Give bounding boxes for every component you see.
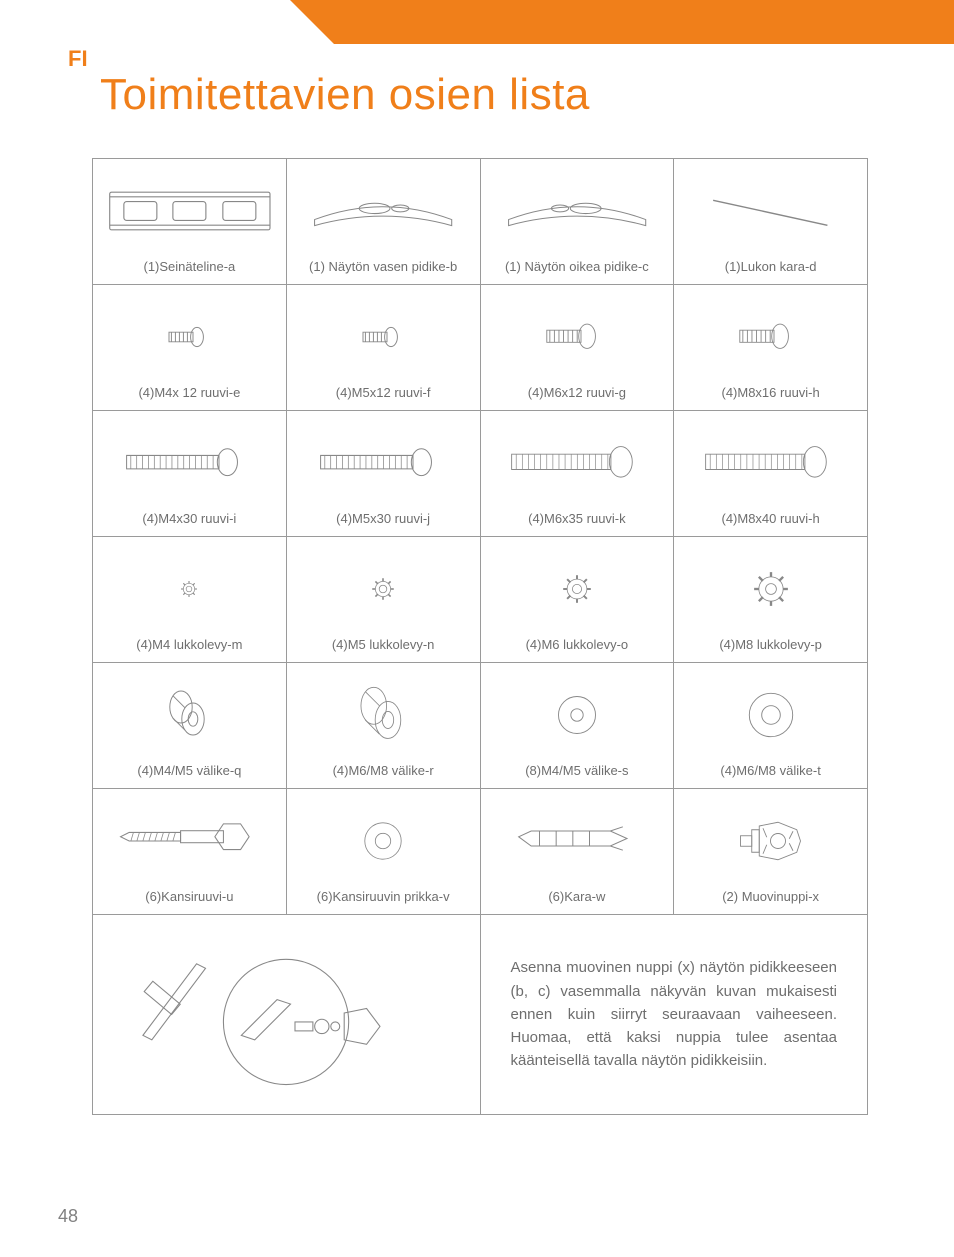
- part-label: (1) Näytön vasen pidike-b: [291, 259, 476, 274]
- part-label: (4)M6x12 ruuvi-g: [485, 385, 670, 400]
- part-label: (4)M5 lukkolevy-n: [291, 637, 476, 652]
- part-illustration: [682, 671, 859, 758]
- part-illustration: [101, 167, 278, 254]
- part-illustration: [295, 293, 472, 380]
- part-cell: (4)M8x16 ruuvi-h: [674, 285, 868, 411]
- part-label: (4)M4x30 ruuvi-i: [97, 511, 282, 526]
- part-label: (6)Kara-w: [485, 889, 670, 904]
- part-label: (4)M8x16 ruuvi-h: [678, 385, 863, 400]
- part-illustration: [682, 545, 859, 632]
- part-label: (2) Muovinuppi-x: [678, 889, 863, 904]
- part-label: (6)Kansiruuvin prikka-v: [291, 889, 476, 904]
- part-illustration: [101, 797, 278, 884]
- instruction-illustration: [93, 915, 481, 1115]
- parts-table: (1)Seinäteline-a (1) Näytön vasen pidike-…: [92, 158, 868, 1115]
- part-illustration: [295, 419, 472, 506]
- part-cell: (1)Lukon kara-d: [674, 159, 868, 285]
- part-label: (4)M4/M5 välike-q: [97, 763, 282, 778]
- part-label: (4)M5x12 ruuvi-f: [291, 385, 476, 400]
- part-label: (1) Näytön oikea pidike-c: [485, 259, 670, 274]
- part-cell: (4)M8x40 ruuvi-h: [674, 411, 868, 537]
- part-illustration: [682, 167, 859, 254]
- part-cell: (1) Näytön oikea pidike-c: [480, 159, 674, 285]
- part-illustration: [682, 419, 859, 506]
- part-label: (4)M6/M8 välike-r: [291, 763, 476, 778]
- part-label: (4)M6/M8 välike-t: [678, 763, 863, 778]
- part-cell: (1)Seinäteline-a: [93, 159, 287, 285]
- part-illustration: [295, 545, 472, 632]
- part-cell: (4)M6/M8 välike-t: [674, 663, 868, 789]
- parts-row: (4)M4x30 ruuvi-i (4)M5x30 ruuvi-j (4)M6x35…: [93, 411, 868, 537]
- part-cell: (1) Näytön vasen pidike-b: [286, 159, 480, 285]
- part-cell: (6)Kara-w: [480, 789, 674, 915]
- instruction-text: Asenna muovinen nuppi (x) näytön pidikke…: [480, 915, 868, 1115]
- part-illustration: [101, 419, 278, 506]
- part-cell: (4)M6/M8 välike-r: [286, 663, 480, 789]
- part-cell: (4)M8 lukkolevy-p: [674, 537, 868, 663]
- part-label: (4)M8 lukkolevy-p: [678, 637, 863, 652]
- part-illustration: [682, 293, 859, 380]
- part-label: (4)M4x 12 ruuvi-e: [97, 385, 282, 400]
- part-illustration: [682, 797, 859, 884]
- part-cell: (6)Kansiruuvin prikka-v: [286, 789, 480, 915]
- part-cell: (4)M6 lukkolevy-o: [480, 537, 674, 663]
- header-accent-tab: [334, 0, 954, 44]
- part-illustration: [489, 671, 666, 758]
- page-number: 48: [58, 1206, 78, 1227]
- part-cell: (4)M4/M5 välike-q: [93, 663, 287, 789]
- part-illustration: [489, 545, 666, 632]
- parts-row: (4)M4/M5 välike-q (4)M6/M8 välike-r (8)M4/…: [93, 663, 868, 789]
- part-illustration: [101, 545, 278, 632]
- part-label: (6)Kansiruuvi-u: [97, 889, 282, 904]
- part-label: (4)M6 lukkolevy-o: [485, 637, 670, 652]
- part-cell: (4)M6x12 ruuvi-g: [480, 285, 674, 411]
- part-illustration: [489, 419, 666, 506]
- part-label: (1)Lukon kara-d: [678, 259, 863, 274]
- part-illustration: [489, 167, 666, 254]
- part-cell: (2) Muovinuppi-x: [674, 789, 868, 915]
- part-label: (1)Seinäteline-a: [97, 259, 282, 274]
- part-cell: (6)Kansiruuvi-u: [93, 789, 287, 915]
- instruction-row: Asenna muovinen nuppi (x) näytön pidikke…: [93, 915, 868, 1115]
- part-illustration: [101, 293, 278, 380]
- parts-row: (4)M4x 12 ruuvi-e (4)M5x12 ruuvi-f (4)M6x1…: [93, 285, 868, 411]
- part-illustration: [489, 293, 666, 380]
- part-cell: (4)M5x12 ruuvi-f: [286, 285, 480, 411]
- parts-row: (1)Seinäteline-a (1) Näytön vasen pidike-…: [93, 159, 868, 285]
- part-cell: (4)M4x 12 ruuvi-e: [93, 285, 287, 411]
- parts-row: (4)M4 lukkolevy-m (4)M5 lukkolevy-n (4)M6 …: [93, 537, 868, 663]
- part-illustration: [295, 671, 472, 758]
- part-illustration: [295, 167, 472, 254]
- part-label: (4)M6x35 ruuvi-k: [485, 511, 670, 526]
- part-illustration: [295, 797, 472, 884]
- part-cell: (4)M6x35 ruuvi-k: [480, 411, 674, 537]
- part-label: (4)M4 lukkolevy-m: [97, 637, 282, 652]
- language-code: FI: [68, 46, 88, 72]
- part-cell: (8)M4/M5 välike-s: [480, 663, 674, 789]
- part-cell: (4)M4x30 ruuvi-i: [93, 411, 287, 537]
- part-cell: (4)M5 lukkolevy-n: [286, 537, 480, 663]
- part-cell: (4)M4 lukkolevy-m: [93, 537, 287, 663]
- part-illustration: [489, 797, 666, 884]
- page-title: Toimitettavien osien lista: [100, 70, 590, 120]
- part-label: (4)M8x40 ruuvi-h: [678, 511, 863, 526]
- part-label: (4)M5x30 ruuvi-j: [291, 511, 476, 526]
- part-illustration: [101, 671, 278, 758]
- part-cell: (4)M5x30 ruuvi-j: [286, 411, 480, 537]
- parts-row: (6)Kansiruuvi-u (6)Kansiruuvin prikka-v (6…: [93, 789, 868, 915]
- part-label: (8)M4/M5 välike-s: [485, 763, 670, 778]
